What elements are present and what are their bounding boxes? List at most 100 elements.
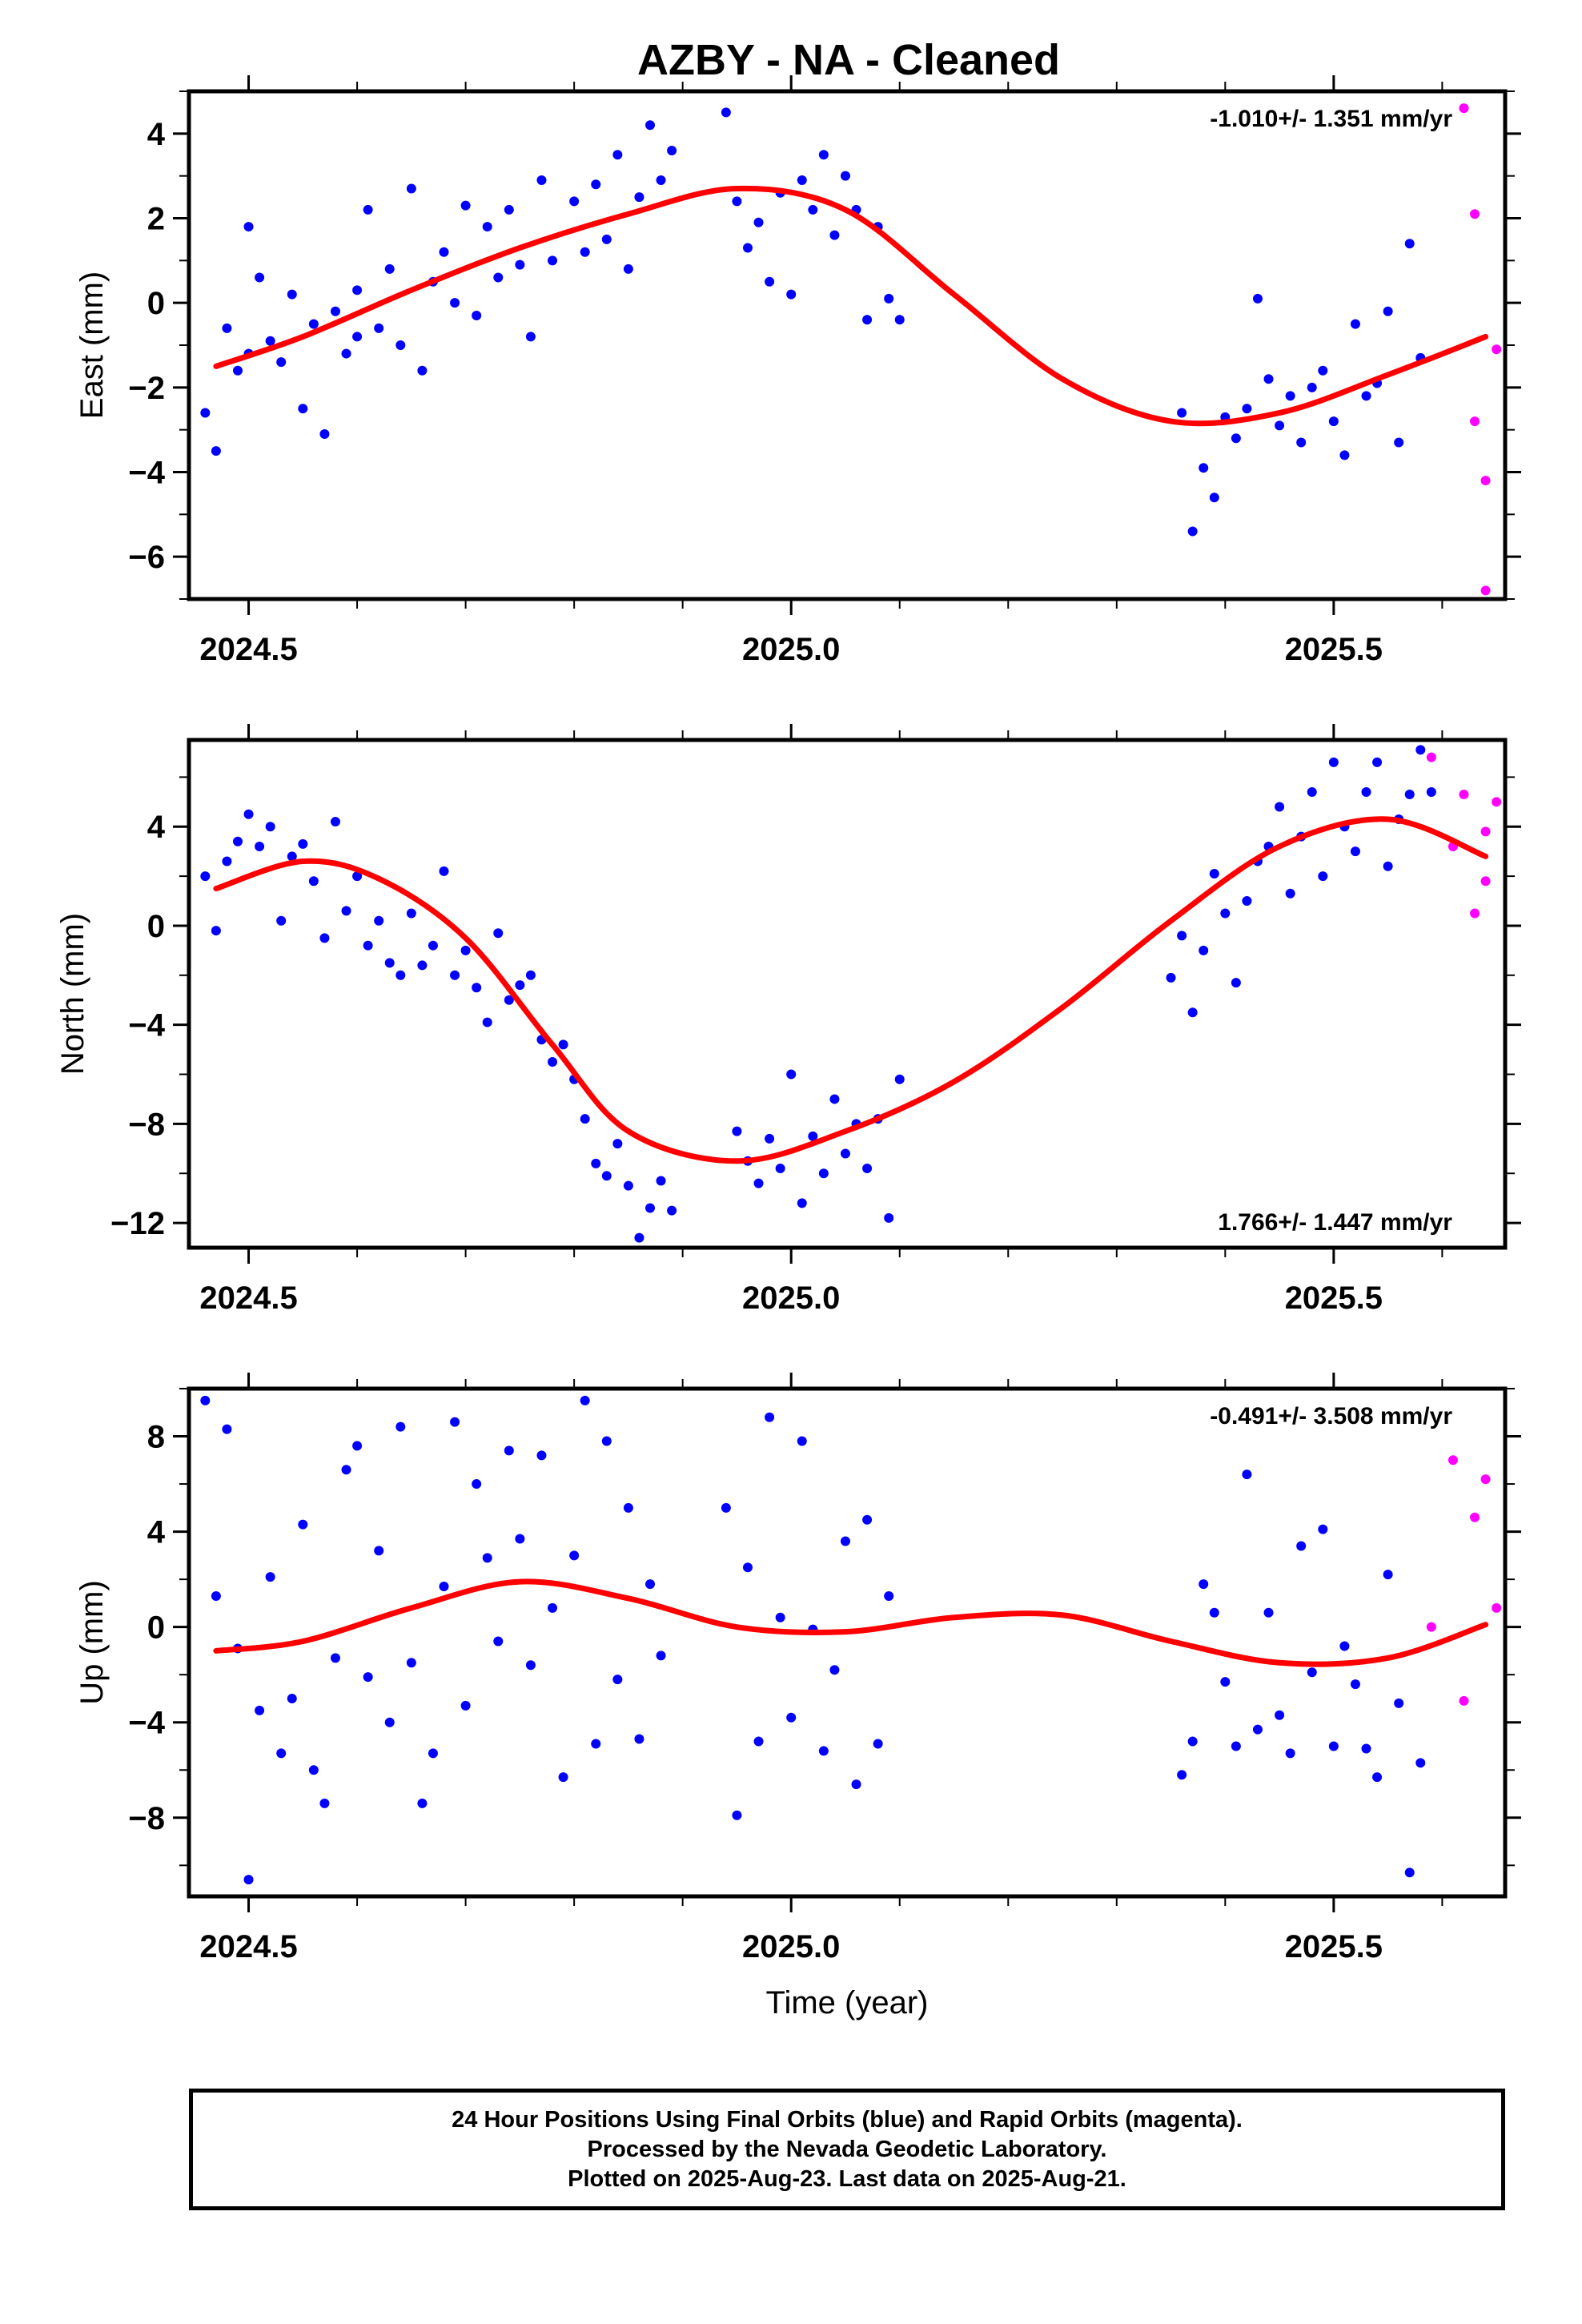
east-final-orbit-point bbox=[211, 446, 221, 456]
up-y-tick-label: 8 bbox=[147, 1420, 165, 1455]
north-final-orbit-point bbox=[645, 1203, 656, 1213]
up-final-orbit-point bbox=[255, 1705, 265, 1715]
east-final-orbit-point bbox=[840, 171, 850, 181]
up-final-orbit-point bbox=[287, 1693, 297, 1703]
up-final-orbit-point bbox=[786, 1712, 797, 1723]
up-y-tick-label: −4 bbox=[128, 1706, 165, 1741]
north-rapid-orbit-point bbox=[1492, 797, 1502, 807]
up-final-orbit-point bbox=[276, 1748, 287, 1759]
north-y-tick-label: 4 bbox=[147, 810, 166, 845]
north-final-orbit-point bbox=[308, 876, 319, 887]
north-final-orbit-point bbox=[1361, 786, 1371, 797]
up-final-orbit-point bbox=[656, 1651, 666, 1661]
north-final-orbit-point bbox=[808, 1131, 818, 1141]
up-final-orbit-point bbox=[428, 1748, 438, 1759]
up-x-tick-label: 2025.0 bbox=[742, 1929, 840, 1964]
north-final-orbit-point bbox=[1199, 945, 1209, 955]
east-final-orbit-point bbox=[319, 428, 330, 439]
east-final-orbit-point bbox=[667, 145, 677, 155]
north-final-orbit-point bbox=[601, 1171, 612, 1181]
east-final-orbit-point bbox=[753, 217, 764, 227]
up-final-orbit-point bbox=[1307, 1667, 1317, 1678]
up-final-orbit-point bbox=[580, 1395, 590, 1405]
east-final-orbit-point bbox=[1361, 391, 1371, 401]
up-final-orbit-point bbox=[308, 1765, 319, 1775]
east-rapid-orbit-point bbox=[1480, 476, 1491, 486]
north-final-orbit-point bbox=[1426, 786, 1436, 797]
east-rapid-orbit-point bbox=[1470, 416, 1480, 427]
east-final-orbit-point bbox=[1275, 420, 1285, 431]
north-final-orbit-point bbox=[1372, 757, 1383, 767]
up-final-orbit-point bbox=[472, 1479, 482, 1490]
north-x-tick-label: 2025.5 bbox=[1285, 1281, 1383, 1316]
north-final-orbit-point bbox=[200, 871, 211, 882]
east-final-orbit-point bbox=[330, 306, 340, 316]
north-plot-frame bbox=[187, 738, 1508, 1250]
up-final-orbit-point bbox=[1285, 1748, 1295, 1759]
north-final-orbit-point bbox=[1404, 790, 1415, 800]
north-final-orbit-point bbox=[558, 1039, 568, 1050]
up-final-orbit-point bbox=[515, 1534, 525, 1544]
up-final-orbit-point bbox=[884, 1590, 894, 1601]
east-final-orbit-point bbox=[396, 340, 406, 350]
east-final-orbit-point bbox=[255, 272, 265, 283]
up-final-orbit-point bbox=[818, 1746, 829, 1756]
up-final-orbit-point bbox=[352, 1441, 363, 1451]
east-final-orbit-point bbox=[504, 204, 514, 215]
north-x-tick-label: 2025.0 bbox=[742, 1281, 840, 1316]
up-final-orbit-point bbox=[862, 1514, 873, 1525]
north-y-tick-label: −8 bbox=[128, 1107, 165, 1142]
east-final-orbit-point bbox=[580, 247, 590, 257]
north-final-orbit-point bbox=[1187, 1007, 1198, 1018]
north-final-orbit-point bbox=[775, 1164, 785, 1174]
north-final-orbit-point bbox=[1383, 861, 1393, 871]
east-final-orbit-point bbox=[645, 120, 656, 131]
north-rapid-orbit-point bbox=[1470, 908, 1480, 919]
north-rapid-orbit-point bbox=[1426, 752, 1436, 762]
east-panel: 2024.5 2025.0 2025.5 4 2 0 −2 −4 −6 East (mm) -1.0… bbox=[74, 75, 1521, 667]
north-final-orbit-point bbox=[623, 1180, 633, 1191]
north-final-orbit-point bbox=[818, 1168, 829, 1179]
east-final-orbit-point bbox=[1404, 239, 1415, 249]
north-final-orbit-point bbox=[232, 836, 243, 846]
east-final-orbit-point bbox=[884, 293, 894, 304]
east-x-tick-label: 2025.0 bbox=[742, 632, 840, 667]
east-final-orbit-point bbox=[493, 272, 504, 283]
up-final-orbit-point bbox=[1296, 1541, 1307, 1551]
east-final-orbit-point bbox=[548, 255, 558, 266]
east-final-orbit-point bbox=[265, 336, 275, 346]
up-final-orbit-point bbox=[1383, 1570, 1393, 1580]
east-y-tick-label: 2 bbox=[147, 202, 165, 237]
east-final-orbit-point bbox=[765, 276, 775, 287]
up-final-orbit-point bbox=[1263, 1607, 1274, 1618]
up-final-orbit-point bbox=[645, 1579, 656, 1590]
north-final-orbit-point bbox=[732, 1126, 742, 1136]
east-final-orbit-point bbox=[1252, 293, 1263, 304]
north-final-orbit-point bbox=[417, 960, 428, 971]
east-final-orbit-point bbox=[243, 222, 254, 232]
north-final-orbit-point bbox=[472, 983, 482, 993]
up-final-orbit-point bbox=[1415, 1758, 1426, 1768]
east-y-tick-label: 4 bbox=[147, 117, 166, 152]
north-final-orbit-point bbox=[656, 1176, 666, 1186]
east-final-orbit-point bbox=[1231, 433, 1241, 444]
up-final-orbit-point bbox=[330, 1653, 340, 1663]
east-rapid-orbit-point bbox=[1459, 103, 1469, 114]
north-final-orbit-point bbox=[840, 1148, 850, 1159]
east-final-orbit-point bbox=[450, 298, 460, 308]
up-final-orbit-point bbox=[1404, 1868, 1415, 1878]
east-y-tick-label: 0 bbox=[147, 286, 165, 321]
north-final-orbit-point bbox=[1328, 757, 1339, 767]
up-final-orbit-point bbox=[569, 1550, 580, 1561]
north-y-tick-label: −12 bbox=[110, 1206, 165, 1241]
up-final-orbit-point bbox=[829, 1665, 840, 1675]
north-final-orbit-point bbox=[1275, 802, 1285, 812]
north-final-orbit-point bbox=[406, 908, 416, 919]
up-rapid-orbit-point bbox=[1447, 1455, 1458, 1466]
up-y-axis-label: Up (mm) bbox=[74, 1580, 110, 1705]
up-rapid-orbit-point bbox=[1492, 1602, 1502, 1613]
east-rapid-orbit-point bbox=[1470, 209, 1480, 219]
east-final-orbit-point bbox=[1209, 493, 1219, 503]
east-final-orbit-point bbox=[656, 175, 666, 185]
up-final-orbit-point bbox=[1339, 1641, 1350, 1651]
